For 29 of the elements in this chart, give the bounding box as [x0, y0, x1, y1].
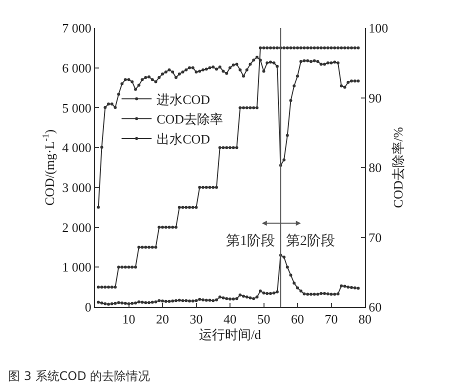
y2-tick-label: 90	[368, 90, 382, 106]
legend-label: 出水COD	[156, 132, 210, 147]
x-tick-label: 80	[358, 312, 372, 327]
y-tick-label: 2 000	[62, 220, 92, 235]
y2-tick-label: 100	[368, 20, 388, 36]
caption: 图 3 系统COD 的去除情况	[8, 369, 150, 383]
x-tick-label: 10	[122, 312, 136, 327]
annotation: 第2阶段	[286, 233, 335, 249]
x-tick-label: 50	[257, 312, 270, 327]
y2-tick-label: 80	[368, 160, 382, 176]
y-tick-label: 4 000	[62, 140, 92, 156]
x-axis-title: 运行时间/d	[198, 327, 262, 342]
y-tick-label: 0	[84, 300, 92, 315]
y-tick-label: 5 000	[62, 100, 92, 116]
x-tick-label: 70	[324, 312, 338, 327]
x-tick-label: 20	[156, 312, 169, 327]
legend-label: COD去除率	[156, 112, 224, 127]
x-tick-label: 40	[224, 312, 236, 327]
y-tick-label: 1 000	[62, 260, 92, 275]
y-tick-label: 7 000	[62, 20, 92, 36]
y2-axis-title: COD去除率/%	[390, 126, 406, 208]
y2-tick-label: 60	[368, 300, 382, 315]
y-tick-label: 3 000	[62, 180, 92, 195]
x-tick-label: 30	[190, 312, 203, 327]
y-tick-label: 6 000	[62, 60, 92, 76]
y2-tick-label: 70	[368, 230, 382, 245]
legend-label: 进水COD	[156, 92, 210, 107]
x-tick-label: 60	[291, 312, 304, 327]
annotation: 第1阶段	[226, 233, 275, 249]
